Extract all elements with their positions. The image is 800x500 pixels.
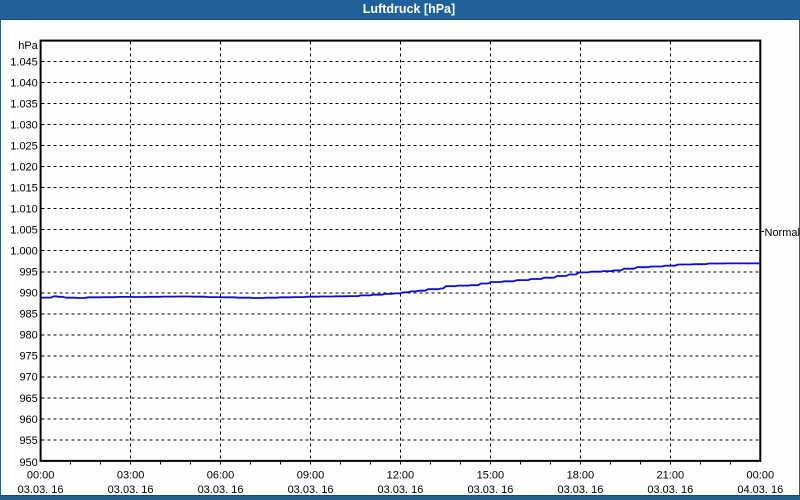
svg-text:03.03. 16: 03.03. 16: [18, 484, 64, 496]
svg-text:15:00: 15:00: [477, 470, 505, 482]
svg-text:975: 975: [19, 351, 37, 363]
svg-text:03:00: 03:00: [117, 470, 145, 482]
svg-text:960: 960: [19, 414, 37, 426]
svg-text:1.020: 1.020: [10, 162, 38, 174]
svg-text:1.000: 1.000: [10, 246, 38, 258]
svg-text:03.03. 16: 03.03. 16: [377, 484, 423, 496]
svg-text:12:00: 12:00: [387, 470, 415, 482]
svg-text:1.005: 1.005: [10, 225, 38, 237]
svg-text:1.045: 1.045: [10, 57, 38, 69]
svg-text:06:00: 06:00: [207, 470, 235, 482]
svg-text:09:00: 09:00: [297, 470, 325, 482]
svg-text:970: 970: [19, 372, 37, 384]
svg-text:18:00: 18:00: [567, 470, 595, 482]
svg-text:950: 950: [19, 457, 37, 469]
svg-text:965: 965: [19, 393, 37, 405]
svg-text:03.03. 16: 03.03. 16: [557, 484, 603, 496]
svg-text:00:00: 00:00: [747, 470, 775, 482]
svg-text:hPa: hPa: [18, 40, 38, 52]
svg-text:985: 985: [19, 309, 37, 321]
svg-text:03.03. 16: 03.03. 16: [288, 484, 334, 496]
svg-text:03.03. 16: 03.03. 16: [647, 484, 693, 496]
svg-text:21:00: 21:00: [657, 470, 685, 482]
svg-text:990: 990: [19, 288, 37, 300]
svg-text:03.03. 16: 03.03. 16: [467, 484, 513, 496]
svg-text:00:00: 00:00: [27, 470, 55, 482]
svg-text:980: 980: [19, 330, 37, 342]
svg-text:955: 955: [19, 435, 37, 447]
svg-text:995: 995: [19, 267, 37, 279]
svg-text:Normal: Normal: [765, 227, 800, 239]
svg-text:1.010: 1.010: [10, 204, 38, 216]
svg-text:03.03. 16: 03.03. 16: [108, 484, 154, 496]
svg-text:1.025: 1.025: [10, 141, 38, 153]
svg-text:03.03. 16: 03.03. 16: [198, 484, 244, 496]
svg-text:1.035: 1.035: [10, 99, 38, 111]
svg-text:1.030: 1.030: [10, 120, 38, 132]
svg-text:04.03. 16: 04.03. 16: [737, 484, 783, 496]
svg-text:1.040: 1.040: [10, 78, 38, 90]
svg-text:1.015: 1.015: [10, 183, 38, 195]
